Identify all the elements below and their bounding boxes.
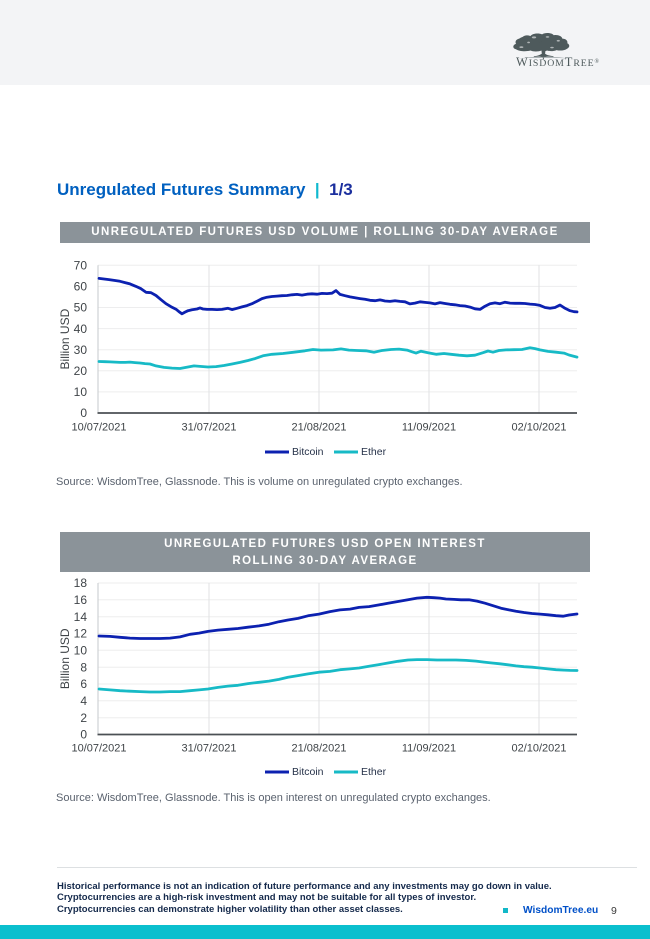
svg-text:21/08/2021: 21/08/2021 [291, 422, 346, 434]
svg-text:12: 12 [74, 627, 88, 641]
svg-text:6: 6 [80, 677, 87, 691]
svg-text:40: 40 [74, 322, 88, 336]
svg-text:10/07/2021: 10/07/2021 [71, 422, 126, 434]
svg-text:0: 0 [80, 728, 87, 742]
svg-text:02/10/2021: 02/10/2021 [511, 422, 566, 434]
svg-text:21/08/2021: 21/08/2021 [291, 743, 346, 755]
svg-text:10: 10 [74, 644, 88, 658]
svg-text:20: 20 [74, 364, 88, 378]
svg-text:31/07/2021: 31/07/2021 [181, 743, 236, 755]
svg-text:60: 60 [74, 280, 88, 294]
svg-text:10: 10 [74, 385, 88, 399]
svg-text:70: 70 [74, 259, 88, 273]
svg-text:Billion USD: Billion USD [58, 628, 72, 689]
svg-text:0: 0 [80, 406, 87, 420]
svg-text:8: 8 [80, 660, 87, 674]
svg-text:30: 30 [74, 343, 88, 357]
svg-text:10/07/2021: 10/07/2021 [71, 743, 126, 755]
svg-text:11/09/2021: 11/09/2021 [402, 422, 456, 434]
svg-text:14: 14 [74, 610, 88, 624]
svg-text:16: 16 [74, 593, 88, 607]
svg-text:4: 4 [80, 694, 87, 708]
svg-text:18: 18 [74, 576, 88, 590]
svg-text:11/09/2021: 11/09/2021 [402, 743, 456, 755]
svg-text:50: 50 [74, 301, 88, 315]
svg-text:Billion USD: Billion USD [58, 308, 72, 369]
svg-text:02/10/2021: 02/10/2021 [511, 743, 566, 755]
svg-text:31/07/2021: 31/07/2021 [181, 422, 236, 434]
svg-text:2: 2 [80, 711, 87, 725]
